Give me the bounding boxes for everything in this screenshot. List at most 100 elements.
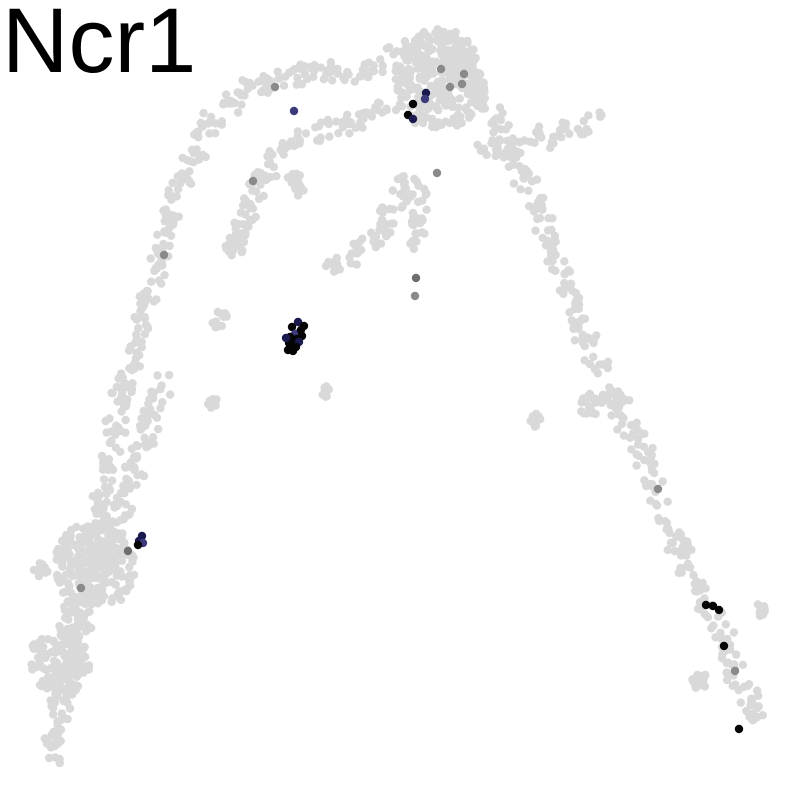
background-cell xyxy=(109,466,117,474)
background-cell xyxy=(53,717,61,725)
background-cell xyxy=(89,558,97,566)
background-cell xyxy=(45,754,53,762)
background-cell xyxy=(298,80,306,88)
background-cell xyxy=(579,338,587,346)
background-cell xyxy=(328,76,336,84)
background-cell xyxy=(359,115,367,123)
background-cell xyxy=(99,539,107,547)
background-cell xyxy=(429,58,437,66)
background-cell xyxy=(376,55,384,63)
background-cell xyxy=(55,755,63,763)
background-cell xyxy=(452,28,460,36)
background-cell xyxy=(397,94,405,102)
background-cell xyxy=(520,174,528,182)
background-cell xyxy=(535,413,543,421)
background-cell xyxy=(434,37,442,45)
background-cell xyxy=(595,108,603,116)
background-cell xyxy=(128,379,136,387)
background-cell xyxy=(141,330,149,338)
background-cell xyxy=(153,371,161,379)
background-cell xyxy=(400,180,408,188)
background-cell xyxy=(436,96,444,104)
background-cell xyxy=(634,435,642,443)
background-cell xyxy=(664,498,672,506)
background-cell xyxy=(400,172,408,180)
background-cell xyxy=(130,463,138,471)
background-cell xyxy=(619,414,627,422)
background-cell xyxy=(199,151,207,159)
background-cell xyxy=(524,187,532,195)
background-cell xyxy=(327,62,335,70)
background-cell xyxy=(369,232,377,240)
background-cell xyxy=(490,117,498,125)
background-cell xyxy=(178,169,186,177)
expressing-cell xyxy=(446,83,454,91)
background-cell xyxy=(156,385,164,393)
background-cell xyxy=(82,627,90,635)
background-cell xyxy=(607,411,615,419)
background-cell xyxy=(472,54,480,62)
background-cell xyxy=(492,146,500,154)
background-cell xyxy=(689,571,697,579)
background-cell xyxy=(89,492,97,500)
background-cell xyxy=(143,287,151,295)
background-cell xyxy=(114,374,122,382)
background-cell xyxy=(166,218,174,226)
background-cell xyxy=(136,422,144,430)
background-cell xyxy=(444,54,452,62)
background-cell xyxy=(453,121,461,129)
background-cell xyxy=(648,451,656,459)
background-cell xyxy=(420,30,428,38)
expressing-cell xyxy=(654,485,662,493)
background-cell xyxy=(124,511,132,519)
background-cell xyxy=(252,187,260,195)
background-cell xyxy=(427,44,435,52)
background-cell xyxy=(209,395,217,403)
background-cell xyxy=(186,157,194,165)
background-cell xyxy=(143,323,151,331)
background-cell xyxy=(133,452,141,460)
background-cell xyxy=(121,463,129,471)
background-cell xyxy=(344,118,352,126)
background-cell xyxy=(386,228,394,236)
background-cell xyxy=(104,548,112,556)
background-cell xyxy=(648,467,656,475)
background-cell xyxy=(117,407,125,415)
background-cells xyxy=(27,25,769,767)
background-cell xyxy=(73,593,81,601)
expressing-cell xyxy=(249,177,257,185)
background-cell xyxy=(701,682,709,690)
plot-title: Ncr1 xyxy=(2,0,196,92)
expressing-cell xyxy=(433,169,441,177)
background-cell xyxy=(473,100,481,108)
background-cell xyxy=(150,267,158,275)
background-cell xyxy=(702,584,710,592)
background-cell xyxy=(664,546,672,554)
background-cell xyxy=(525,202,533,210)
background-cell xyxy=(260,192,268,200)
background-cell xyxy=(92,570,100,578)
background-cell xyxy=(591,365,599,373)
background-cell xyxy=(117,427,125,435)
background-cell xyxy=(586,335,594,343)
expressing-cell xyxy=(160,251,168,259)
background-cell xyxy=(294,187,302,195)
expressing-cell xyxy=(124,547,132,555)
background-cell xyxy=(375,99,383,107)
background-cell xyxy=(113,494,121,502)
background-cell xyxy=(204,119,212,127)
background-cell xyxy=(620,431,628,439)
background-cell xyxy=(520,136,528,144)
background-cell xyxy=(739,661,747,669)
background-cell xyxy=(444,46,452,54)
background-cell xyxy=(448,73,456,81)
background-cell xyxy=(461,53,469,61)
background-cell xyxy=(123,585,131,593)
background-cell xyxy=(615,403,623,411)
background-cell xyxy=(43,739,51,747)
background-cell xyxy=(420,230,428,238)
background-cell xyxy=(573,319,581,327)
background-cell xyxy=(99,580,107,588)
background-cell xyxy=(237,100,245,108)
